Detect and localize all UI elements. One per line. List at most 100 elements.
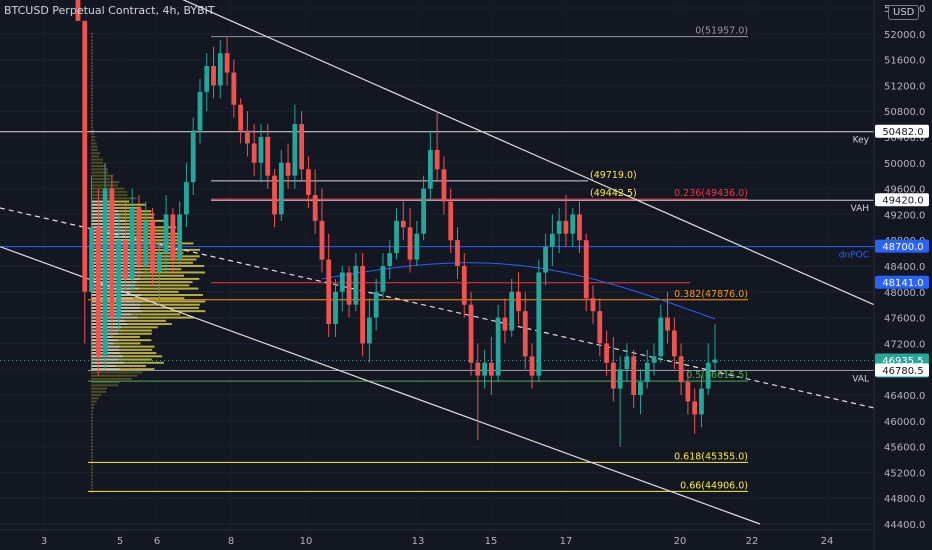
price-tick-label: 50800.0 <box>884 107 925 118</box>
candle-body <box>699 388 704 415</box>
candles <box>75 0 718 447</box>
volume-profile-bar-sell <box>91 219 126 222</box>
candle-body <box>177 214 183 260</box>
candle-body <box>373 291 379 318</box>
volume-profile-bar-sell <box>91 323 128 326</box>
volume-profile-bar <box>91 136 96 138</box>
volume-profile-bar <box>91 297 185 300</box>
volume-profile-bar <box>91 110 93 113</box>
volume-profile-bar <box>91 329 152 332</box>
currency-button[interactable]: USD <box>888 5 920 20</box>
candle-body <box>75 0 81 21</box>
candle-body <box>617 369 623 389</box>
price-tick-label: 48400.0 <box>884 262 925 273</box>
candle-body <box>156 253 162 273</box>
volume-profile-bar-sell <box>91 361 124 364</box>
price-tag-box <box>875 193 929 207</box>
candle-body <box>387 253 393 266</box>
candle-body <box>129 207 135 279</box>
price-tag-value: 48700.0 <box>882 242 923 253</box>
candle-body <box>238 104 244 131</box>
price-tick-label: 47200.0 <box>884 339 925 350</box>
volume-profile-bar <box>91 284 190 287</box>
volume-profile-bar <box>91 203 146 206</box>
time-axis[interactable]: 3 5 6 8 10 13 15 17 20 22 24 <box>0 529 874 547</box>
volume-profile-bar <box>91 81 93 84</box>
volume-profile-bar <box>91 348 153 351</box>
volume-profile-bar <box>91 239 180 242</box>
volume-profile-bar <box>91 332 152 335</box>
volume-profile-bar-sell <box>91 342 114 345</box>
moving-average-line <box>321 262 716 320</box>
candle-body <box>143 220 149 266</box>
fib-level-label: 0.618(45355.0) <box>674 451 748 462</box>
price-tag-name: VAL <box>852 374 869 384</box>
volume-profile-bar-sell <box>91 306 140 309</box>
candle-body <box>102 188 108 357</box>
candle-body <box>624 356 630 370</box>
volume-profile-bar <box>91 100 93 103</box>
volume-profile-bar <box>91 219 167 222</box>
candle-body <box>150 220 155 273</box>
volume-profile-bar <box>91 458 93 461</box>
volume-profile-bar <box>91 223 154 226</box>
volume-profile-bar <box>91 339 152 342</box>
volume-profile-bar <box>91 126 94 129</box>
volume-profile-bar <box>91 394 102 396</box>
volume-profile-bar <box>91 319 166 322</box>
volume-profile-bar <box>91 397 99 400</box>
volume-profile-bar <box>91 55 93 58</box>
candle-body <box>306 169 311 196</box>
volume-profile-bar <box>91 410 93 413</box>
volume-profile-bar <box>91 277 200 280</box>
candle-body <box>265 137 271 176</box>
time-tick-label: 5 <box>117 536 123 547</box>
volume-profile-bar-sell <box>91 255 140 258</box>
volume-profile-bar <box>91 97 93 100</box>
volume-profile-bar <box>91 161 103 164</box>
price-axis[interactable]: 52400.052000.051600.051200.050800.050400… <box>873 0 932 550</box>
candle-body <box>326 259 332 325</box>
candle-body <box>482 362 487 376</box>
volume-profile-bar <box>91 316 194 319</box>
volume-profile-bar <box>91 271 206 274</box>
candle-body <box>251 143 257 163</box>
candle-body <box>692 401 698 415</box>
volume-profile-bar <box>91 468 93 471</box>
volume-profile-bar <box>91 77 93 80</box>
candle-body <box>407 227 413 260</box>
candle-body <box>95 227 101 357</box>
candle-body <box>333 291 338 325</box>
volume-profile-bar <box>91 342 141 345</box>
fib-level-label: 0.236(49436.0) <box>674 188 748 199</box>
volume-profile-bar <box>91 61 93 64</box>
fib-level-label: 0(51957.0) <box>695 26 748 37</box>
volume-profile-bar <box>91 352 157 355</box>
volume-profile-bar <box>91 148 98 151</box>
volume-profile-bar <box>91 68 93 71</box>
volume-profile-bar <box>91 74 93 77</box>
candle-body <box>184 182 189 215</box>
volume-profile-bar <box>91 139 96 142</box>
candle-body <box>563 220 569 234</box>
volume-profile-bar <box>91 116 93 119</box>
candle-body <box>502 317 508 331</box>
candle-body <box>685 382 691 402</box>
price-axis-bg <box>874 0 932 550</box>
volume-profile-bar <box>91 358 152 361</box>
time-tick-label: 8 <box>228 536 234 547</box>
volume-profile-bar <box>91 471 93 474</box>
candle-body <box>204 66 210 92</box>
price-tick-label: 45200.0 <box>884 468 925 479</box>
volume-profile-bar <box>91 165 106 168</box>
candle-body <box>475 362 481 376</box>
time-tick-label: 24 <box>821 536 834 547</box>
volume-profile-bar <box>91 481 93 484</box>
volume-profile-bar <box>91 306 199 309</box>
volume-profile-bar <box>91 442 93 445</box>
price-tick-label: 46400.0 <box>884 391 925 402</box>
candle-body <box>712 359 718 363</box>
candle-body <box>421 188 427 234</box>
volume-profile-bar <box>91 335 140 338</box>
